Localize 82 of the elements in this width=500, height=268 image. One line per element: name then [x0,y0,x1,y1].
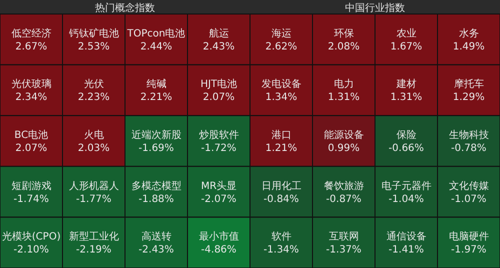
category-label: 电脑硬件 [448,230,489,243]
category-label: 电力 [334,78,354,90]
text: 中国行业指数 [345,2,405,14]
category-label: 日用化工 [261,180,302,192]
data-label: -4.86% [201,244,236,256]
data-label: -2.10% [14,244,49,256]
category-label: 纯碱 [146,78,166,90]
category-label: 农业 [396,27,416,40]
data-label: -1.74% [14,194,49,205]
category-label: 短剧游戏 [11,180,52,192]
category-label: 港口 [271,129,292,141]
data-label: -1.77% [76,194,112,205]
category-label: TOPcon电池 [126,27,186,40]
data-label: -2.19% [76,244,112,256]
category-label: 发电设备 [261,78,302,90]
data-label: 2.07% [15,143,48,154]
category-label: 环保 [334,28,354,40]
category-label: 电子元器件 [381,180,432,192]
category-label: 海运 [271,27,292,40]
category-label: 通信设备 [386,230,426,243]
category-label: 餐饮旅游 [324,180,364,192]
data-label: 1.29% [452,92,485,104]
data-label: 2.67% [15,41,48,52]
category-label: BC电池 [14,129,48,141]
data-label: -1.72% [201,143,236,154]
category-label: 新型工业化 [68,230,119,243]
data-label: -1.34% [264,244,299,256]
text: 热门概念指数 [95,2,155,14]
data-label: 1.49% [452,41,485,52]
data-label: 1.34% [265,92,298,104]
category-label: 能源设备 [324,129,364,141]
data-label: 2.07% [202,92,235,104]
category-label: 水务 [458,27,479,40]
category-label: 高送转 [141,230,172,243]
category-label: 钙钛矿电池 [68,27,119,40]
category-label: 光伏玻璃 [11,78,52,90]
data-label: 2.03% [78,143,110,154]
data-label: -1.07% [451,194,486,205]
category-label: 低空经济 [11,27,52,40]
data-label: -0.66% [388,143,424,154]
data-label: -2.43% [138,244,174,256]
data-label: 2.34% [15,92,48,104]
data-label: 2.23% [78,92,110,104]
data-label: -0.84% [264,194,299,205]
category-label: 生物科技 [448,129,489,141]
data-label: 1.21% [265,143,298,154]
data-label: -1.97% [451,244,486,256]
data-label: 0.99% [328,143,360,154]
data-label: -1.69% [138,143,174,154]
data-label: 1.31% [390,92,422,104]
data-label: 2.62% [265,41,298,52]
data-label: -2.07% [201,194,236,205]
category-label: 保险 [396,129,416,141]
data-label: 2.21% [140,92,172,104]
data-label: 2.08% [328,41,360,52]
data-label: 2.43% [202,41,235,52]
data-label: -1.41% [388,244,424,256]
category-label: 互联网 [328,230,359,243]
category-label: 摩托车 [454,78,484,90]
data-label: 1.31% [328,92,360,104]
category-label: 人形机器人 [68,180,119,192]
category-label: 火电 [84,129,104,141]
category-label: 建材 [395,78,416,90]
category-label: 多模态模型 [131,180,182,192]
category-label: HJT电池 [200,78,238,90]
data-label: -0.87% [326,194,362,205]
category-label: 光模块(CPO) [2,230,61,243]
category-label: 最小市值 [198,230,239,243]
category-label: 文化传媒 [448,180,489,192]
data-label: -1.37% [326,244,362,256]
category-label: 近端次新股 [131,129,182,141]
category-label: 航运 [208,27,229,40]
data-label: 2.53% [78,41,110,52]
data-label: 2.44% [140,41,172,52]
category-label: 软件 [271,230,292,243]
data-label: -0.78% [451,143,486,154]
category-label: 炒股软件 [198,129,239,141]
data-label: 1.67% [390,41,422,52]
category-label: 光伏 [84,78,104,90]
data-label: -1.04% [388,194,424,205]
category-label: MR头显 [200,180,237,192]
data-label: -1.88% [138,194,174,205]
